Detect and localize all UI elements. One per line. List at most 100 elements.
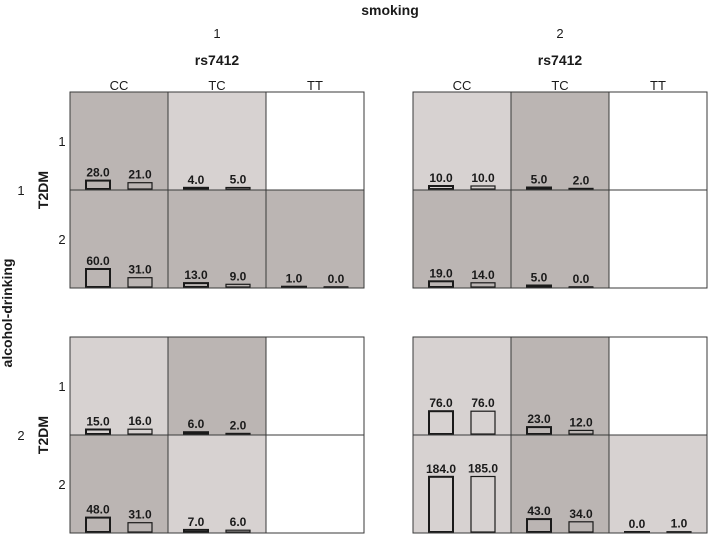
bar-value-label: 13.0 <box>184 268 208 282</box>
cell-background <box>168 435 266 533</box>
panel-frame <box>69 336 365 534</box>
panel-smoking-1-alcohol-1: 28.0 21.0 4.0 5.0 60.0 31.0 13.0 9.0 1.0 0.0 <box>69 91 365 289</box>
bar-value-label: 4.0 <box>188 173 205 187</box>
inner-row-value: 2 <box>58 477 65 492</box>
bar <box>127 182 153 190</box>
inner-row-var-label: T2DM <box>35 171 51 209</box>
bar-value-label: 2.0 <box>230 418 247 432</box>
bar <box>470 282 496 288</box>
panel-smoking-2-alcohol-2: 76.0 76.0 23.0 12.0 184.0 185.0 43.0 34.0 0.0 1.0 <box>412 336 708 534</box>
bar <box>225 186 251 190</box>
bar-value-label: 60.0 <box>86 254 110 268</box>
row-facet-value: 1 <box>17 183 24 198</box>
cell-background <box>168 190 266 288</box>
bar <box>225 529 251 533</box>
bar-value-label: 10.0 <box>471 171 495 185</box>
cell-background <box>266 435 364 533</box>
panel-frame <box>69 91 365 289</box>
bar-value-label: 0.0 <box>573 272 590 286</box>
bar <box>183 282 209 289</box>
bar <box>183 186 209 191</box>
bar-value-label: 15.0 <box>86 415 110 429</box>
cell-background <box>168 92 266 190</box>
bar-value-label: 5.0 <box>531 271 548 285</box>
cell-background <box>70 190 168 288</box>
bar <box>85 179 111 191</box>
bar <box>127 522 153 533</box>
col-facet-title: smoking <box>361 2 419 18</box>
cell-background <box>609 337 707 435</box>
bar-value-label: 14.0 <box>471 268 495 282</box>
bar-value-label: 76.0 <box>429 396 453 410</box>
cell-background <box>609 435 707 533</box>
bar-value-label: 16.0 <box>128 414 152 428</box>
row-facet-title: alcohol-drinking <box>0 259 15 368</box>
bar <box>428 280 454 288</box>
inner-row-value: 2 <box>58 232 65 247</box>
bar-value-label: 9.0 <box>230 269 247 283</box>
bar-value-label: 23.0 <box>527 412 551 426</box>
cell-background <box>413 435 511 533</box>
x-var-label: rs7412 <box>195 52 240 68</box>
cell-background <box>609 92 707 190</box>
bar <box>225 432 251 435</box>
panel-frame <box>412 91 708 289</box>
bar <box>526 284 552 288</box>
bar-value-label: 1.0 <box>671 517 688 531</box>
bar-value-label: 1.0 <box>286 272 303 286</box>
inner-row-var-label: T2DM <box>35 416 51 454</box>
panel-smoking-1-alcohol-2: 15.0 16.0 6.0 2.0 48.0 31.0 7.0 6.0 <box>69 336 365 534</box>
bar <box>470 185 496 190</box>
bar-value-label: 7.0 <box>188 515 205 529</box>
bar-value-label: 12.0 <box>569 415 593 429</box>
bar-value-label: 0.0 <box>629 517 646 531</box>
cell-background <box>511 337 609 435</box>
col-facet-value: 1 <box>213 26 220 41</box>
x-category-label: CC <box>110 78 129 93</box>
cell-background <box>413 337 511 435</box>
cell-background <box>70 337 168 435</box>
bar <box>526 518 552 533</box>
bar <box>568 187 594 190</box>
bar <box>568 429 594 435</box>
cell-background <box>609 190 707 288</box>
cell-background <box>511 190 609 288</box>
bar-value-label: 6.0 <box>230 515 247 529</box>
bar-value-label: 76.0 <box>471 396 495 410</box>
bar-value-label: 6.0 <box>188 417 205 431</box>
bar <box>568 521 594 533</box>
cell-background <box>511 435 609 533</box>
bar-value-label: 34.0 <box>569 507 593 521</box>
x-var-label: rs7412 <box>538 52 583 68</box>
col-facet-value: 2 <box>556 26 563 41</box>
bar <box>183 528 209 534</box>
cell-background <box>266 92 364 190</box>
cell-background <box>70 92 168 190</box>
x-category-label: TT <box>307 78 323 93</box>
panel-frame <box>412 336 708 534</box>
x-category-label: TC <box>551 78 568 93</box>
x-category-label: TC <box>208 78 225 93</box>
x-category-label: CC <box>453 78 472 93</box>
row-facet-value: 2 <box>17 428 24 443</box>
x-category-label: TT <box>650 78 666 93</box>
bar-value-label: 5.0 <box>230 173 247 187</box>
bar-value-label: 31.0 <box>128 263 152 277</box>
bar-value-label: 28.0 <box>86 166 110 180</box>
bar <box>470 410 496 435</box>
bar-value-label: 184.0 <box>426 462 456 476</box>
bar-value-label: 21.0 <box>128 168 152 182</box>
bar-value-label: 0.0 <box>328 272 345 286</box>
bar-value-label: 185.0 <box>468 462 498 476</box>
bar-value-label: 5.0 <box>531 173 548 187</box>
bar <box>127 428 153 435</box>
bar-value-label: 43.0 <box>527 504 551 518</box>
bar <box>428 410 454 436</box>
cell-background <box>413 190 511 288</box>
bar <box>526 186 552 190</box>
bar <box>183 431 209 436</box>
bar <box>127 277 153 288</box>
cell-background <box>266 337 364 435</box>
bar-value-label: 10.0 <box>429 171 453 185</box>
